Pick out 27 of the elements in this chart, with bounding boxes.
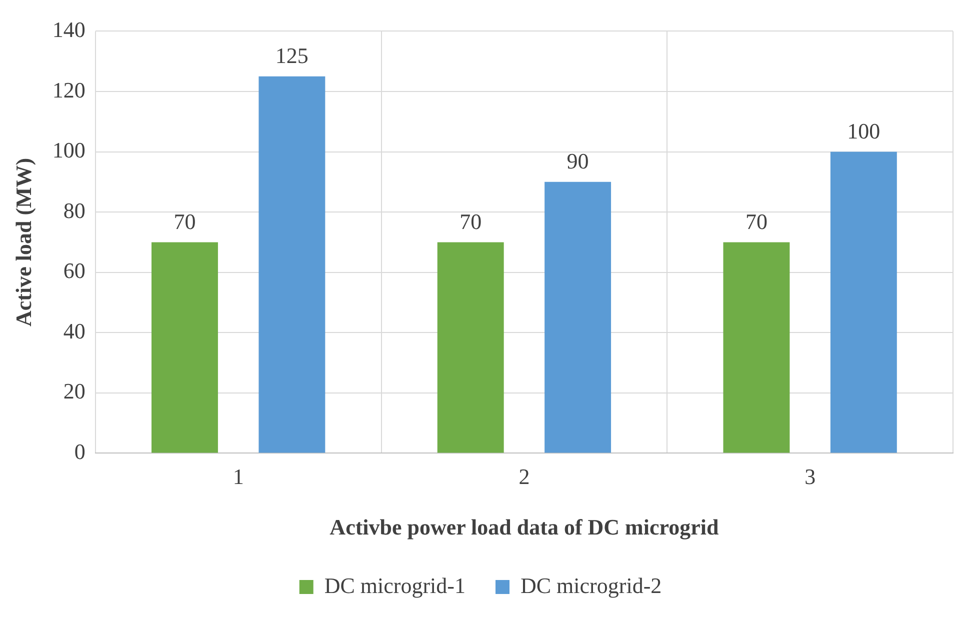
bar xyxy=(723,242,790,453)
y-tick-label: 60 xyxy=(63,258,86,284)
data-label: 70 xyxy=(174,208,196,234)
legend-label: DC microgrid-2 xyxy=(520,572,662,598)
data-label: 70 xyxy=(460,208,482,234)
y-tick-label: 100 xyxy=(52,138,86,163)
y-tick-label: 40 xyxy=(63,318,86,344)
data-label: 125 xyxy=(275,43,308,68)
data-label: 100 xyxy=(847,118,880,144)
bar xyxy=(437,242,504,453)
x-axis-title: Activbe power load data of DC microgrid xyxy=(330,514,719,540)
y-tick-label: 140 xyxy=(52,16,86,42)
bar xyxy=(152,242,218,453)
x-tick-label: 1 xyxy=(232,464,244,490)
y-axis-title: Active load (MW) xyxy=(10,158,36,327)
x-tick-label: 2 xyxy=(518,464,530,490)
y-tick-label: 0 xyxy=(74,438,86,464)
bar xyxy=(830,152,897,453)
y-tick-label: 120 xyxy=(52,77,86,102)
legend-label: DC microgrid-1 xyxy=(324,572,466,598)
bar xyxy=(544,182,612,453)
data-label: 90 xyxy=(566,148,589,174)
bar xyxy=(258,76,326,453)
y-tick-label: 80 xyxy=(63,198,86,223)
y-tick-label: 20 xyxy=(63,378,86,404)
x-tick-label: 3 xyxy=(804,464,816,490)
data-label: 70 xyxy=(745,208,768,234)
